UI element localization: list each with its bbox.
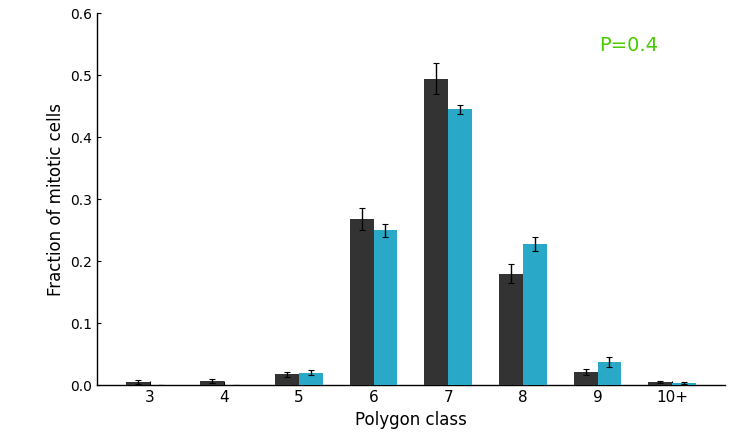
- Bar: [299, 373, 323, 385]
- Bar: [275, 374, 299, 385]
- Text: P=0.4: P=0.4: [599, 36, 658, 55]
- Bar: [574, 372, 598, 385]
- Bar: [125, 382, 149, 385]
- Bar: [648, 382, 672, 385]
- Bar: [350, 219, 374, 385]
- Bar: [523, 244, 547, 385]
- Bar: [598, 362, 622, 385]
- Bar: [499, 274, 523, 385]
- Bar: [448, 109, 472, 385]
- Bar: [424, 78, 448, 385]
- Bar: [374, 230, 397, 385]
- Bar: [672, 383, 696, 385]
- X-axis label: Polygon class: Polygon class: [355, 411, 467, 429]
- Y-axis label: Fraction of mitotic cells: Fraction of mitotic cells: [47, 103, 65, 296]
- Bar: [200, 381, 224, 385]
